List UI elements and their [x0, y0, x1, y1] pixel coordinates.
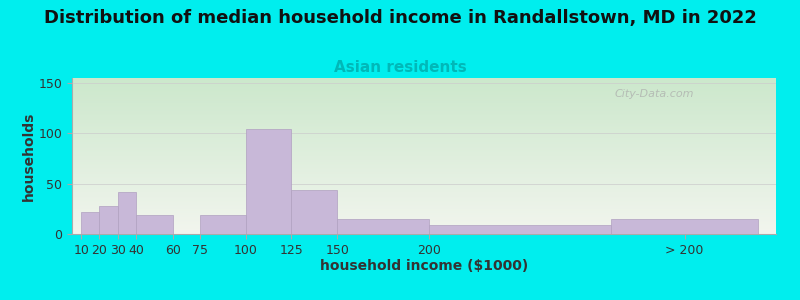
Bar — [337, 219, 429, 234]
Text: Asian residents: Asian residents — [334, 60, 466, 75]
Bar — [291, 190, 337, 234]
Text: City-Data.com: City-Data.com — [614, 89, 694, 99]
Bar — [611, 219, 758, 234]
Text: Distribution of median household income in Randallstown, MD in 2022: Distribution of median household income … — [43, 9, 757, 27]
Y-axis label: households: households — [22, 111, 36, 201]
X-axis label: household income ($1000): household income ($1000) — [320, 260, 528, 274]
Bar — [118, 192, 136, 234]
Bar — [246, 129, 291, 234]
Bar — [99, 206, 118, 234]
Bar — [136, 215, 173, 234]
Bar — [429, 225, 611, 234]
Bar — [81, 212, 99, 234]
Bar — [200, 215, 246, 234]
